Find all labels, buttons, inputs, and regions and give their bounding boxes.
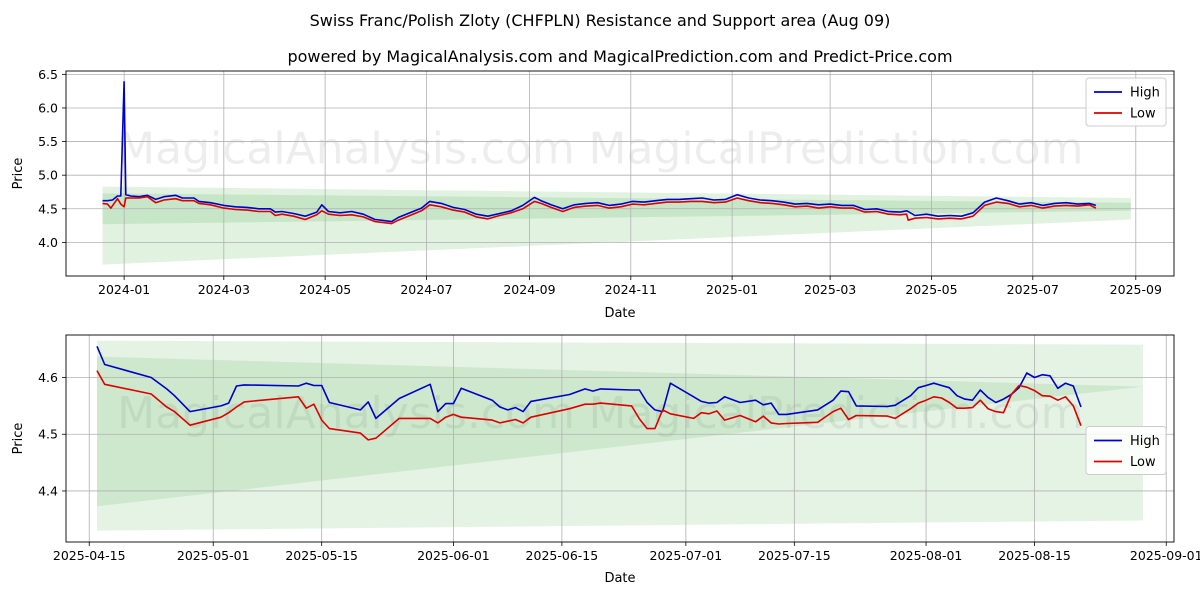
x-tick-label: 2024-03 [198, 282, 250, 297]
x-tick-label: 2025-03 [804, 282, 856, 297]
series-line-high [96, 345, 1082, 420]
x-tick-label: 2025-05-01 [177, 548, 250, 563]
x-tick-label: 2024-09 [503, 282, 555, 297]
x-tick-label: 2025-07-01 [650, 548, 723, 563]
support-resistance-band [96, 340, 1144, 531]
legend-label-low: Low [1130, 107, 1156, 122]
plot-frame [65, 70, 1175, 277]
y-tick-label: 6.5 [38, 67, 58, 82]
top-chart-panel: MagicalAnalysis.com MagicalPrediction.com… [11, 67, 1175, 321]
x-tick-label: 2024-05 [299, 282, 351, 297]
x-axis-label: Date [604, 306, 635, 321]
legend-label-low: Low [1130, 455, 1156, 470]
plot-frame [65, 334, 1175, 543]
y-tick-label: 4.5 [38, 427, 58, 442]
bottom-chart-panel: MagicalAnalysis.com MagicalPrediction.com… [11, 334, 1200, 586]
legend-label-high: High [1130, 86, 1160, 101]
figure-subtitle: powered by MagicalAnalysis.com and Magic… [287, 47, 952, 66]
y-tick-label: 5.0 [38, 168, 58, 183]
support-resistance-band [96, 356, 1144, 507]
x-tick-label: 2025-01 [706, 282, 758, 297]
x-tick-label: 2025-08-15 [998, 548, 1071, 563]
x-tick-label: 2025-09 [1110, 282, 1162, 297]
x-tick-label: 2025-06-15 [526, 548, 599, 563]
y-tick-label: 5.5 [38, 134, 58, 149]
x-tick-label: 2025-07-15 [758, 548, 831, 563]
y-tick-label: 4.6 [38, 370, 58, 385]
x-tick-label: 2024-11 [605, 282, 657, 297]
watermark-text: MagicalAnalysis.com [117, 123, 575, 174]
legend-label-high: High [1130, 434, 1160, 449]
legend: High Low [1085, 426, 1167, 475]
x-tick-label: 2024-01 [98, 282, 150, 297]
legend-box [1085, 426, 1167, 475]
figure-title: Swiss Franc/Polish Zloty (CHFPLN) Resist… [310, 11, 891, 30]
x-tick-label: 2025-07 [1007, 282, 1059, 297]
x-tick-label: 2025-06-01 [417, 548, 490, 563]
y-tick-label: 4.5 [38, 201, 58, 216]
x-tick-label: 2025-08-01 [890, 548, 963, 563]
x-tick-label: 2025-05-15 [285, 548, 358, 563]
y-axis-label: Price [11, 158, 26, 190]
x-tick-label: 2025-04-15 [53, 548, 126, 563]
legend-box [1085, 77, 1167, 127]
x-tick-label: 2025-05 [905, 282, 957, 297]
series-line-high [102, 81, 1097, 223]
x-tick-label: 2025-09-01 [1130, 548, 1200, 563]
y-tick-label: 4.4 [38, 483, 58, 498]
y-tick-label: 6.0 [38, 100, 58, 115]
y-tick-label: 4.0 [38, 235, 58, 250]
support-resistance-band [102, 186, 1131, 265]
legend: High Low [1085, 77, 1167, 127]
x-axis-label: Date [604, 571, 635, 586]
x-tick-label: 2024-07 [400, 282, 452, 297]
series-line-low [102, 195, 1097, 225]
series-line-low [96, 370, 1082, 441]
watermark-text: MagicalPrediction.com [589, 123, 1084, 174]
y-axis-label: Price [11, 423, 26, 455]
